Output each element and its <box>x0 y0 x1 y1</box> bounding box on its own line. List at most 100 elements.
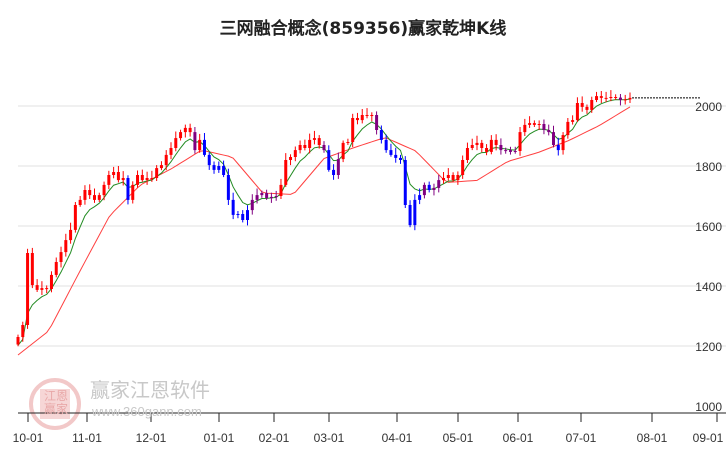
candle-body <box>207 154 211 166</box>
candle-body <box>93 195 96 200</box>
candle-body <box>384 139 388 151</box>
candle-body <box>212 165 216 170</box>
candle-body <box>88 190 92 196</box>
chart-title: 三网融合概念(859356)赢家乾坤K线 <box>219 19 507 39</box>
candle-body <box>40 288 44 290</box>
candle-body <box>260 193 264 196</box>
ma-long-line <box>17 106 631 356</box>
candle-body <box>332 169 336 175</box>
candle-body <box>375 115 379 130</box>
candle-body <box>312 138 316 140</box>
candle-body <box>595 96 599 100</box>
candle-body <box>523 124 527 133</box>
x-tick-label: 10-01 <box>13 431 44 445</box>
candle-body <box>179 132 183 139</box>
candle-body <box>136 175 140 185</box>
x-tick-label: 08-01 <box>637 431 668 445</box>
candle-body <box>169 148 173 155</box>
candle-body <box>480 142 484 148</box>
candle-body <box>599 96 603 98</box>
candle-body <box>451 175 455 181</box>
candle-body <box>159 165 163 169</box>
x-tick-label: 04-01 <box>382 431 413 445</box>
candle-body <box>78 199 82 205</box>
candle-body <box>370 115 374 116</box>
candle-body <box>537 124 541 125</box>
candle-body <box>556 145 560 151</box>
candle-body <box>547 130 551 133</box>
candle-body <box>399 157 402 160</box>
watermark-brand: 赢家江恩软件 <box>90 380 210 402</box>
candle-body <box>446 175 450 178</box>
candle-body <box>265 193 269 199</box>
candle-body <box>35 285 39 290</box>
candle-body <box>461 160 465 175</box>
y-tick-label: 1800 <box>695 160 722 174</box>
candle-body <box>241 214 245 220</box>
x-tick-label: 02-01 <box>259 431 290 445</box>
candle-body <box>73 205 77 230</box>
candle-body <box>351 118 355 142</box>
watermark-url: www.360gann.com <box>92 404 202 419</box>
candle-body <box>413 199 417 226</box>
candle-body <box>494 139 498 145</box>
y-tick-label: 1200 <box>695 340 722 354</box>
candle-body <box>427 184 431 190</box>
candle-body <box>174 138 178 148</box>
x-tick-label: 05-01 <box>443 431 474 445</box>
candle-body <box>360 115 364 121</box>
candle-body <box>437 180 441 188</box>
y-tick-label: 1600 <box>695 220 722 234</box>
candle-body <box>465 148 469 160</box>
candle-body <box>403 160 407 205</box>
candle-body <box>150 178 154 179</box>
candle-body <box>389 150 393 155</box>
candle-body <box>628 97 632 100</box>
candle-body <box>69 229 73 241</box>
candle-body <box>202 139 206 155</box>
candle-body <box>504 150 508 152</box>
candle-body <box>470 145 474 148</box>
candle-body <box>49 274 53 289</box>
candle-body <box>508 150 512 152</box>
candle-body <box>126 178 130 200</box>
candle-body <box>164 154 168 166</box>
candle-body <box>83 190 87 200</box>
candle-body <box>16 337 20 345</box>
x-tick-label: 03-01 <box>314 431 345 445</box>
y-tick-label: 2000 <box>695 100 722 114</box>
candle-body <box>379 130 383 140</box>
candle-body <box>528 123 532 125</box>
candle-body <box>532 123 536 125</box>
candle-body <box>116 172 120 181</box>
candle-body <box>250 199 254 211</box>
x-tick-label: 11-01 <box>72 431 102 445</box>
candle-body <box>499 145 503 151</box>
candle-body <box>26 253 30 325</box>
candle-body <box>131 184 135 200</box>
candle-body <box>64 240 68 253</box>
candle-body <box>322 145 326 151</box>
candle-body <box>489 139 493 152</box>
candle-body <box>341 142 345 160</box>
candle-body <box>394 154 398 158</box>
y-tick-label: 1400 <box>695 280 722 294</box>
candle-body <box>552 132 555 145</box>
candle-body <box>21 325 25 337</box>
candle-body <box>289 157 293 160</box>
candle-body <box>188 127 192 133</box>
candle-body <box>542 124 546 130</box>
candle-body <box>112 172 116 175</box>
candle-body <box>317 138 321 145</box>
x-tick-label: 01-01 <box>204 431 235 445</box>
candle-body <box>102 184 106 196</box>
y-tick-label: 1000 <box>695 400 722 414</box>
candle-body <box>336 159 340 175</box>
candle-body <box>346 142 350 143</box>
candle-body <box>231 199 235 215</box>
candle-body <box>585 106 589 110</box>
candle-body <box>623 99 627 101</box>
candle-body <box>575 103 579 121</box>
candle-body <box>561 135 565 151</box>
candle-body <box>408 205 412 226</box>
